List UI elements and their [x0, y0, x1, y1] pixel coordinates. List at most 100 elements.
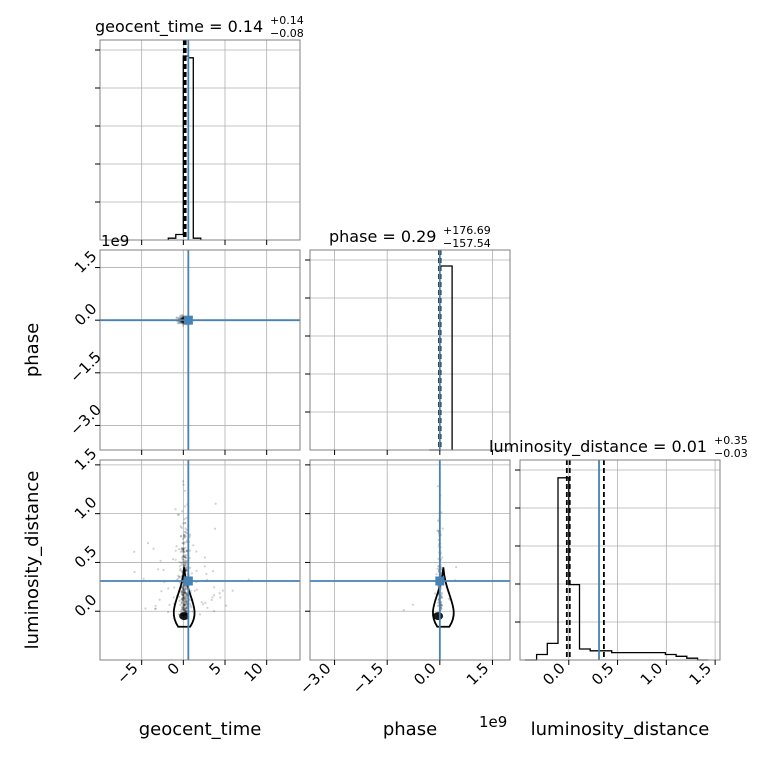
sample-point-phase-lum-106: [437, 601, 440, 604]
axes-frame-geocent_time: [99, 39, 301, 241]
offset-text-phase-bottom: 1e9: [479, 713, 507, 731]
sample-point-phase-lum-34: [440, 607, 443, 610]
sample-point-geocent-lum-38: [183, 585, 186, 588]
sample-point-geocent-lum-244: [180, 547, 183, 550]
sample-point-geocent-lum-54: [181, 590, 184, 593]
sample-point-geocent-phase-111: [177, 316, 181, 319]
ytick-label-phase-3: 1.5: [71, 247, 101, 277]
sample-point-geocent-lum-300: [182, 606, 185, 609]
sample-point-geocent-lum-403: [185, 601, 188, 604]
sample-point-geocent-lum-191: [146, 542, 150, 545]
sample-point-geocent-lum-227: [180, 600, 184, 603]
sample-point-phase-lum-37: [437, 519, 440, 522]
sample-point-geocent-phase-122: [175, 316, 178, 319]
sample-point-geocent-lum-202: [183, 555, 186, 558]
xtick-label-luminosity_distance-1: 0.5: [588, 659, 618, 689]
title-geocent-time-sub: −0.08: [270, 27, 304, 40]
sample-point-geocent-lum-384: [177, 577, 180, 580]
sample-point-geocent-lum-52: [184, 568, 188, 571]
sample-point-phase-lum-8: [447, 597, 450, 600]
sample-point-geocent-lum-139: [214, 502, 217, 505]
sample-point-geocent-lum-251: [183, 590, 186, 593]
sample-point-geocent-lum-130: [182, 592, 185, 595]
sample-point-geocent-lum-282: [181, 603, 184, 606]
sample-point-geocent-lum-392: [182, 586, 185, 589]
ytick-label-phase-0: −3.0: [66, 401, 104, 439]
sample-point-geocent-lum-255: [185, 607, 188, 610]
sample-point-phase-lum-139: [441, 596, 444, 599]
sample-point-phase-lum-10: [440, 591, 443, 595]
sample-point-geocent-lum-179: [180, 591, 183, 594]
sample-point-geocent-lum-209: [181, 583, 184, 587]
sample-point-geocent-lum-379: [211, 596, 214, 599]
sample-point-geocent-lum-211: [182, 550, 185, 553]
sample-point-geocent-lum-352: [213, 586, 216, 589]
sample-point-geocent-lum-357: [184, 598, 187, 601]
sample-point-geocent-lum-93: [184, 527, 187, 530]
sample-point-geocent-lum-342: [195, 588, 198, 591]
sample-point-phase-lum-93: [436, 567, 439, 570]
xtick-label-geocent_time-1: 0: [164, 659, 183, 678]
sample-point-geocent-lum-242: [184, 607, 187, 610]
sample-point-geocent-lum-174: [182, 604, 186, 607]
sample-point-geocent-lum-235: [189, 566, 192, 570]
sample-point-geocent-lum-108: [185, 541, 188, 544]
sample-point-geocent-lum-89: [184, 586, 187, 589]
sample-point-geocent-lum-156: [162, 568, 165, 572]
sample-point-geocent-lum-178: [182, 561, 185, 564]
sample-point-geocent-lum-411: [247, 578, 250, 581]
sample-point-geocent-lum-161: [184, 562, 187, 565]
sample-point-geocent-lum-331: [183, 541, 186, 544]
sample-point-geocent-lum-294: [183, 608, 186, 611]
sample-point-geocent-lum-98: [174, 558, 177, 561]
sample-point-geocent-lum-21: [183, 550, 186, 554]
sample-point-geocent-lum-365: [182, 555, 185, 558]
sample-point-geocent-lum-141: [180, 563, 183, 566]
axes-frame-geocent_time-vs-luminosity_distance: [99, 459, 301, 661]
sample-point-geocent-lum-405: [153, 607, 157, 611]
sample-point-geocent-lum-160: [193, 589, 196, 592]
sample-point-geocent-lum-330: [172, 596, 175, 599]
sample-point-phase-lum-18: [440, 593, 443, 596]
sample-point-geocent-lum-327: [182, 594, 185, 598]
sample-point-geocent-lum-289: [185, 556, 188, 559]
sample-point-geocent-lum-64: [182, 596, 185, 599]
ytick-label-luminosity_distance-0: 0.0: [71, 591, 101, 621]
sample-point-geocent-lum-36: [188, 549, 191, 552]
sample-point-geocent-lum-74: [180, 606, 184, 609]
xtick-label-luminosity_distance-3: 1.5: [686, 659, 716, 689]
sample-point-phase-lum-149: [402, 609, 405, 612]
sample-point-geocent-lum-129: [192, 544, 195, 547]
sample-point-geocent-lum-86: [180, 526, 183, 530]
sample-point-geocent-lum-195: [184, 546, 187, 549]
sample-point-geocent-lum-317: [213, 594, 216, 597]
sample-point-geocent-lum-254: [181, 593, 184, 597]
ytick-label-luminosity_distance-1: 0.5: [71, 542, 101, 572]
sample-point-geocent-lum-92: [182, 598, 185, 601]
sample-point-geocent-lum-359: [182, 591, 185, 595]
sample-point-geocent-lum-28: [174, 508, 177, 511]
sample-point-geocent-lum-395: [180, 598, 183, 601]
sample-point-geocent-lum-145: [183, 603, 186, 606]
sample-point-geocent-lum-65: [182, 541, 185, 545]
ytick-label-phase-1: −1.5: [66, 348, 104, 386]
sample-point-geocent-lum-51: [185, 563, 188, 566]
sample-point-geocent-lum-6: [154, 604, 157, 607]
sample-point-geocent-lum-126: [185, 560, 188, 563]
sample-point-geocent-lum-115: [184, 595, 187, 598]
sample-point-geocent-lum-338: [183, 604, 186, 607]
sample-point-geocent-lum-101: [182, 606, 185, 609]
axes-frame-phase: [309, 249, 511, 451]
sample-point-geocent-phase-25: [181, 314, 184, 317]
sample-point-geocent-lum-345: [183, 610, 186, 613]
sample-point-geocent-lum-107: [178, 595, 181, 598]
sample-point-geocent-lum-84: [183, 603, 186, 606]
sample-point-geocent-lum-288: [183, 536, 186, 539]
sample-point-geocent-lum-27: [182, 594, 185, 597]
sample-point-geocent-lum-35: [182, 522, 185, 525]
sample-point-geocent-lum-177: [198, 613, 201, 616]
sample-point-geocent-lum-82: [180, 561, 183, 564]
sample-point-geocent-lum-323: [167, 587, 170, 590]
xtick-label-phase-0: −3.0: [296, 659, 334, 697]
